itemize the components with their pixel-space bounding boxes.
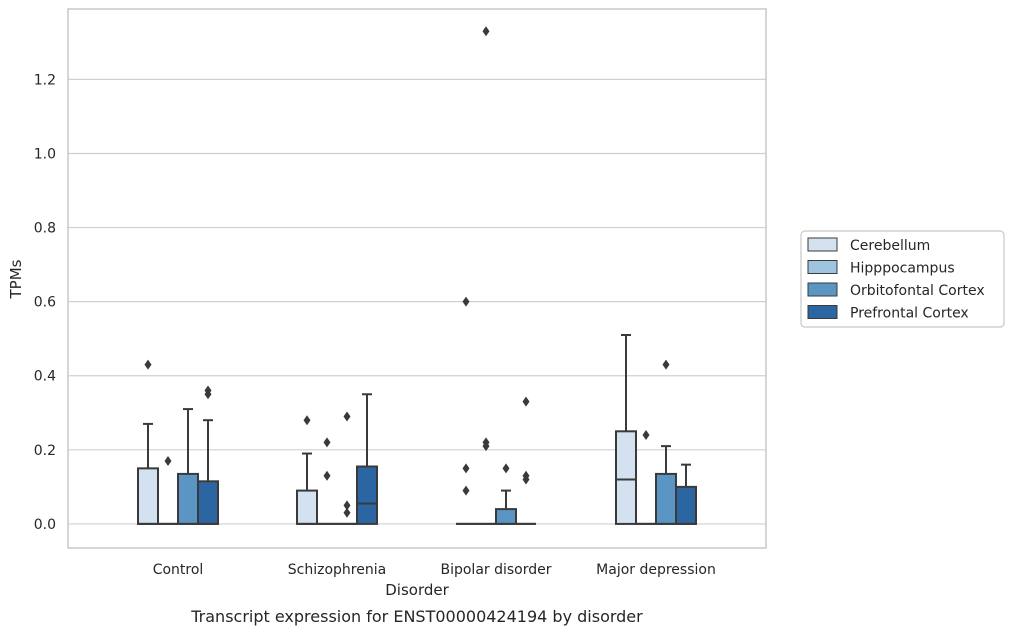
legend-swatch <box>807 282 838 297</box>
outlier-point <box>343 411 351 422</box>
plot-frame <box>67 8 767 549</box>
legend-label: Cerebellum <box>850 238 930 254</box>
chart-caption: Transcript expression for ENST0000042419… <box>190 607 643 626</box>
legend: Cerebellum Hipppocampus Orbitofontal Corte… <box>800 230 1005 328</box>
box-hipppocampus <box>158 455 178 525</box>
outlier-point <box>343 500 351 511</box>
outlier-point <box>462 485 470 496</box>
box-prefrontal-cortex <box>675 463 697 525</box>
y-tick-label: 1.0 <box>34 146 56 162</box>
outlier-point <box>462 463 470 474</box>
box-orbitofontal-cortex <box>337 411 357 525</box>
y-tick-label: 0.6 <box>34 295 56 311</box>
y-tick-label: 1.2 <box>34 72 56 88</box>
y-axis-title: TPMs <box>7 259 25 299</box>
outlier-point <box>323 470 331 481</box>
x-tick-label: Control <box>153 562 204 578</box>
outlier-point <box>144 359 152 370</box>
box-plot-series <box>137 26 697 525</box>
box-prefrontal-cortex <box>197 385 219 525</box>
legend-swatch <box>807 305 838 319</box>
box-orbitofontal-cortex <box>655 359 677 525</box>
box-cerebellum <box>137 359 159 525</box>
box-body <box>615 430 637 525</box>
box-body <box>137 467 159 525</box>
box-orbitofontal-cortex <box>177 408 199 525</box>
y-tick-label: 0.4 <box>34 369 56 385</box>
box-prefrontal-cortex <box>516 396 536 525</box>
legend-swatch <box>807 260 838 274</box>
box-body <box>675 485 697 525</box>
box-body <box>655 472 677 525</box>
x-tick-label: Major depression <box>596 562 716 578</box>
outlier-point <box>323 437 331 448</box>
box-prefrontal-cortex <box>356 393 378 525</box>
outlier-point <box>502 463 510 474</box>
box-hipppocampus <box>476 26 496 525</box>
box-orbitofontal-cortex <box>495 463 517 525</box>
outlier-point <box>164 455 172 466</box>
x-axis-title: Disorder <box>385 581 449 599</box>
legend-label: Prefrontal Cortex <box>850 306 969 322</box>
outlier-point <box>482 437 490 448</box>
grid-lines <box>68 78 766 525</box>
x-axis-ticks: Control Schizophrenia Bipolar disorder Majo… <box>153 562 716 578</box>
box-cerebellum <box>615 333 637 525</box>
y-tick-label: 0.0 <box>34 517 56 533</box>
outlier-point <box>662 359 670 370</box>
outlier-point <box>482 26 490 37</box>
outlier-point <box>462 296 470 307</box>
box-hipppocampus <box>636 430 656 525</box>
box-body <box>177 472 199 525</box>
x-tick-label: Schizophrenia <box>288 562 386 578</box>
y-tick-label: 0.8 <box>34 221 56 237</box>
legend-label: Orbitofontal Cortex <box>850 283 985 299</box>
y-tick-label: 0.2 <box>34 443 56 459</box>
x-tick-label: Bipolar disorder <box>440 562 551 578</box>
legend-frame <box>800 230 1005 328</box>
box-cerebellum <box>456 296 476 525</box>
box-body <box>495 508 517 525</box>
box-body <box>356 465 378 525</box>
box-cerebellum <box>296 415 318 525</box>
outlier-point <box>522 470 530 481</box>
outlier-point <box>642 430 650 441</box>
outlier-point <box>522 396 530 407</box>
box-body <box>197 480 219 525</box>
legend-label: Hipppocampus <box>850 261 955 277</box>
box-body <box>296 489 318 525</box>
legend-swatch <box>807 237 838 252</box>
outlier-point <box>343 507 351 518</box>
y-axis-ticks: 0.0 0.2 0.4 0.6 0.8 1.0 1.2 <box>34 72 56 533</box>
outlier-point <box>303 415 311 426</box>
box-hipppocampus <box>317 437 337 525</box>
outlier-point <box>204 385 212 396</box>
legend-items: Cerebellum Hipppocampus Orbitofontal Corte… <box>807 237 985 322</box>
